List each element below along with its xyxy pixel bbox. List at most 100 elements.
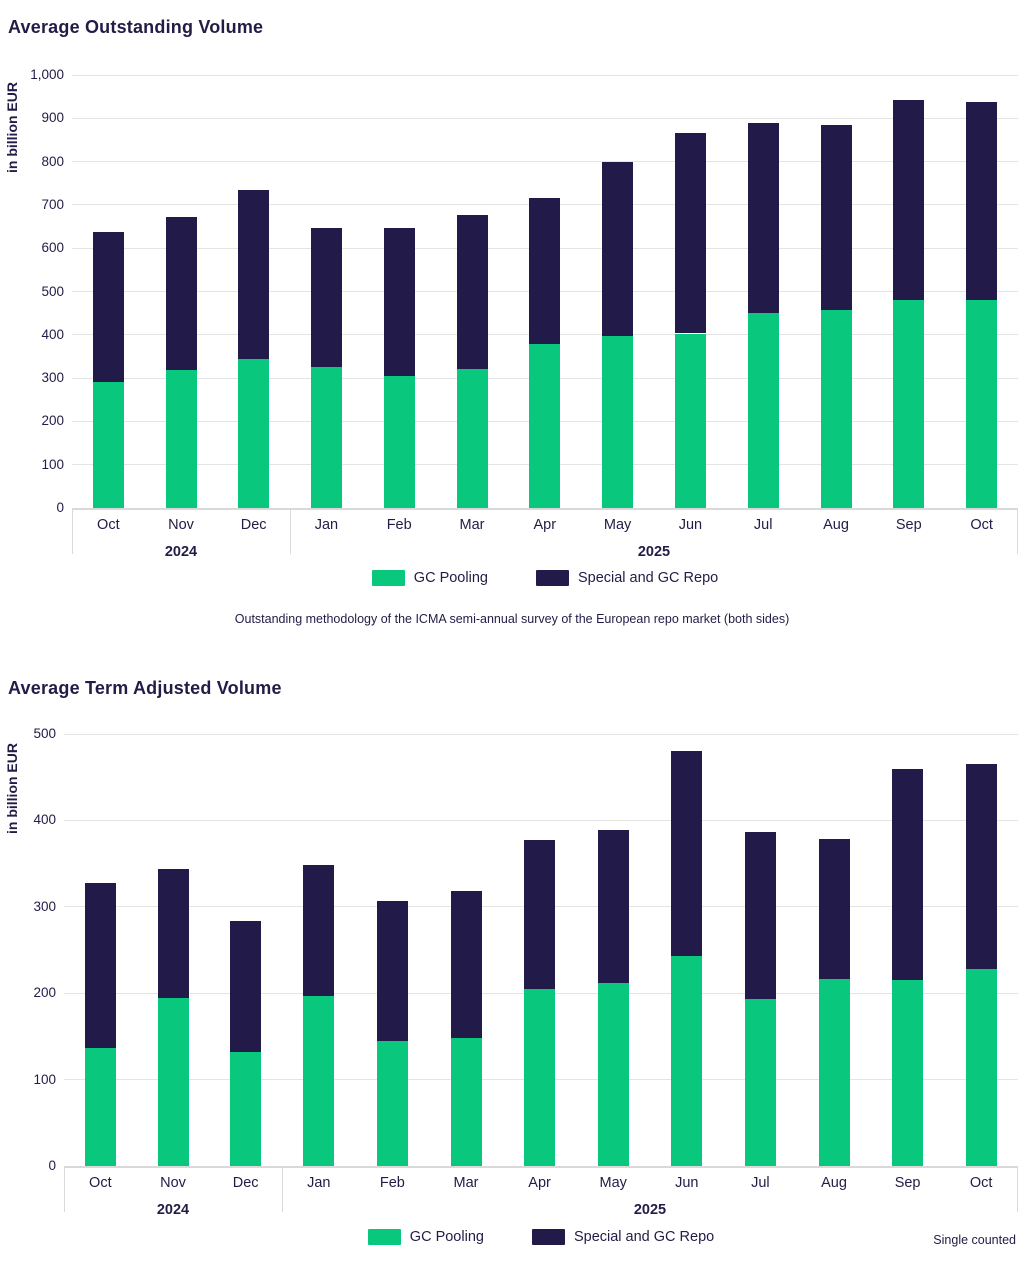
x-axis-month-label: May [599, 1175, 627, 1191]
axis-year-divider [289, 508, 291, 554]
x-axis-line [72, 507, 1018, 510]
x-axis-month-label: Nov [160, 1175, 186, 1191]
gridline [72, 161, 1018, 163]
legend-item-gc-pooling: GC Pooling [367, 1229, 484, 1245]
axis-tick-start [63, 1166, 65, 1212]
legend: GC Pooling Special and GC Repo [64, 1229, 1018, 1245]
bar-segment-special-gc-repo [965, 764, 997, 969]
plot-area-term-adjusted-volume: 0 100 200 300 400 500 Oct Nov Dec Jan Feb Mar Apr May… [33, 726, 1018, 1218]
x-axis-month-label: Jul [751, 1175, 770, 1191]
bar-segment-gc-pooling [597, 982, 629, 1166]
bar-segment-gc-pooling [157, 997, 189, 1166]
x-axis-month-label: Jan [307, 1175, 331, 1191]
bar-segment-gc-pooling [820, 310, 852, 508]
bar-segment-gc-pooling [747, 313, 779, 508]
axis-tick-end [1016, 1166, 1018, 1212]
bar-segment-special-gc-repo [92, 231, 124, 383]
bar-segment-special-gc-repo [747, 122, 779, 314]
bar-segment-gc-pooling [376, 1040, 408, 1166]
bar-segment-gc-pooling [818, 979, 850, 1166]
y-axis-tick-label: 700 [41, 196, 64, 212]
y-axis-tick-label: 300 [41, 370, 64, 386]
bar-segment-special-gc-repo [674, 133, 706, 334]
y-axis-tick-label: 800 [41, 153, 64, 169]
y-axis-tick-label: 0 [48, 1158, 56, 1173]
bar-segment-gc-pooling [671, 956, 703, 1166]
x-axis-month-label: Aug [821, 1175, 847, 1191]
bar-segment-special-gc-repo [456, 215, 488, 370]
bar-segment-gc-pooling [456, 369, 488, 508]
bar-segment-special-gc-repo [383, 228, 415, 377]
bar-segment-special-gc-repo [671, 751, 703, 957]
x-axis-year-label: 2025 [633, 1202, 667, 1218]
special-gc-repo-swatch-icon [531, 1229, 565, 1245]
x-axis-month-label: Jan [314, 517, 339, 533]
bar-segment-gc-pooling [893, 300, 925, 508]
legend-item-gc-pooling: GC Pooling [371, 570, 488, 586]
legend-item-special-gc-repo: Special and GC Repo [531, 1229, 714, 1245]
bar-segment-gc-pooling [892, 980, 924, 1166]
gridline [64, 819, 1018, 821]
y-axis-tick-label: 400 [41, 326, 64, 342]
y-axis-tick-label: 100 [41, 456, 64, 472]
x-axis-month-label: Feb [379, 1175, 405, 1191]
bar-segment-special-gc-repo [157, 868, 189, 998]
y-axis-tick-label: 400 [33, 812, 56, 828]
bar-segment-gc-pooling [165, 370, 197, 508]
y-axis-tick-label: 0 [56, 500, 64, 515]
bar-segment-special-gc-repo [376, 900, 408, 1041]
gridline [64, 733, 1018, 735]
x-axis-month-label: Apr [528, 1175, 551, 1191]
bar-segment-special-gc-repo [165, 216, 197, 371]
bar-segment-gc-pooling [674, 333, 706, 508]
x-axis-year-label: 2024 [156, 1202, 190, 1218]
y-axis-tick-label: 300 [33, 898, 56, 914]
bar-segment-gc-pooling [602, 336, 634, 508]
bar-segment-gc-pooling [524, 988, 556, 1166]
legend-label-special-gc-repo: Special and GC Repo [577, 570, 719, 586]
bar-segment-special-gc-repo [84, 883, 116, 1048]
gridline [72, 117, 1018, 119]
bar-segment-gc-pooling [84, 1047, 116, 1166]
gc-pooling-swatch-icon [367, 1229, 401, 1245]
y-axis-tick-label: 500 [41, 283, 64, 299]
y-axis-tick-label: 100 [33, 1071, 56, 1087]
bar-segment-special-gc-repo [820, 125, 852, 311]
bar-segment-gc-pooling [965, 969, 997, 1166]
bar-segment-gc-pooling [529, 343, 561, 508]
bar-segment-gc-pooling [303, 995, 335, 1166]
bar-segment-gc-pooling [230, 1051, 262, 1166]
x-axis-month-label: Oct [969, 1175, 993, 1191]
bar-segment-special-gc-repo [303, 865, 335, 996]
chart-title-average-term-adjusted-volume: Average Term Adjusted Volume [8, 678, 282, 698]
bar-segment-special-gc-repo [818, 838, 850, 980]
bar-segment-special-gc-repo [597, 829, 629, 983]
bar-segment-gc-pooling [310, 366, 342, 508]
bar-segment-gc-pooling [744, 999, 776, 1166]
bar-segment-special-gc-repo [238, 189, 270, 360]
x-axis-year-label: 2025 [637, 544, 671, 560]
x-axis-month-label: Oct [97, 517, 120, 533]
y-axis-tick-label: 200 [33, 985, 56, 1001]
bar-segment-gc-pooling [92, 382, 124, 508]
x-axis-month-label: Jun [678, 517, 703, 533]
x-axis-month-label: Mar [459, 517, 485, 533]
x-axis-line [64, 1165, 1018, 1168]
x-axis-month-label: Dec [240, 517, 267, 533]
bar-segment-special-gc-repo [529, 197, 561, 344]
y-axis-tick-label: 600 [41, 240, 64, 256]
axis-tick-end [1016, 508, 1018, 554]
x-axis-month-label: Feb [386, 517, 412, 533]
chart-caption-methodology: Outstanding methodology of the ICMA semi… [234, 612, 790, 626]
gc-pooling-swatch-icon [371, 570, 405, 586]
bar-segment-gc-pooling [238, 359, 270, 508]
legend: GC Pooling Special and GC Repo [72, 570, 1018, 586]
y-axis-label: in billion EUR [4, 743, 20, 835]
chart-title-average-outstanding-volume: Average Outstanding Volume [8, 17, 264, 37]
bar-segment-special-gc-repo [524, 840, 556, 989]
x-axis-month-label: Apr [533, 517, 557, 533]
x-axis-month-label: Nov [168, 517, 194, 533]
x-axis-month-label: Oct [970, 517, 993, 533]
x-axis-year-label: 2024 [164, 544, 198, 560]
